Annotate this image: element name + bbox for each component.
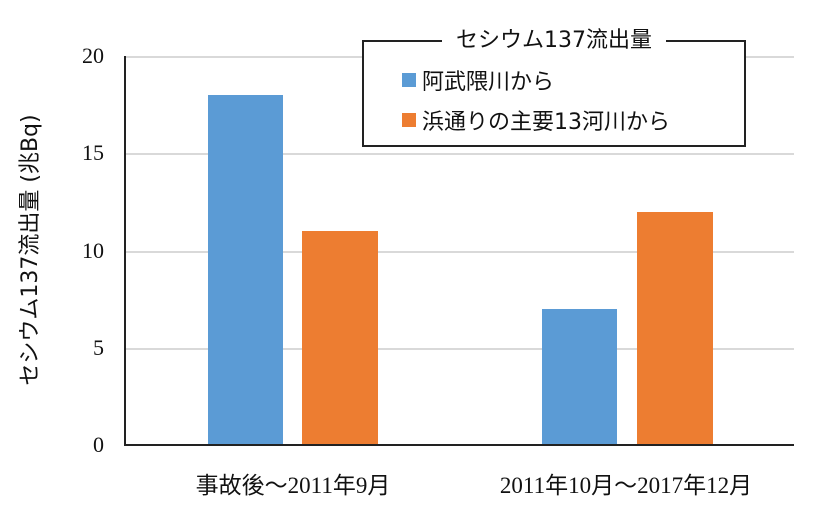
- legend-title: セシウム137流出量: [442, 22, 666, 54]
- bar-abukuma-period1: [208, 95, 283, 445]
- ytick-10: 10: [82, 238, 104, 263]
- ytick-5: 5: [93, 335, 104, 360]
- legend-swatch-blue: [402, 73, 416, 87]
- bar-abukuma-period2: [542, 309, 617, 445]
- ytick-15: 15: [82, 140, 104, 165]
- y-axis-label: セシウム137流出量 (兆Bq): [18, 114, 43, 386]
- x-category-1: 事故後〜2011年9月: [195, 473, 391, 498]
- legend-item-abukuma: 阿武隈川から: [402, 64, 554, 96]
- gridline-10: [126, 251, 794, 253]
- gridline-5: [126, 348, 794, 350]
- legend-label: 浜通りの主要13河川から: [422, 110, 670, 135]
- legend: セシウム137流出量 阿武隈川から 浜通りの主要13河川から: [362, 22, 746, 147]
- legend-swatch-orange: [402, 113, 416, 127]
- gridline-15: [126, 153, 794, 155]
- legend-label: 阿武隈川から: [422, 70, 555, 95]
- ytick-0: 0: [93, 432, 104, 457]
- bar-hamadori-period1: [302, 231, 378, 445]
- x-axis-line: [124, 444, 794, 446]
- x-category-2: 2011年10月〜2017年12月: [499, 473, 753, 498]
- legend-item-hamadori: 浜通りの主要13河川から: [402, 104, 670, 136]
- y-axis-line: [124, 56, 126, 446]
- ytick-20: 20: [82, 43, 104, 68]
- bar-hamadori-period2: [637, 212, 713, 445]
